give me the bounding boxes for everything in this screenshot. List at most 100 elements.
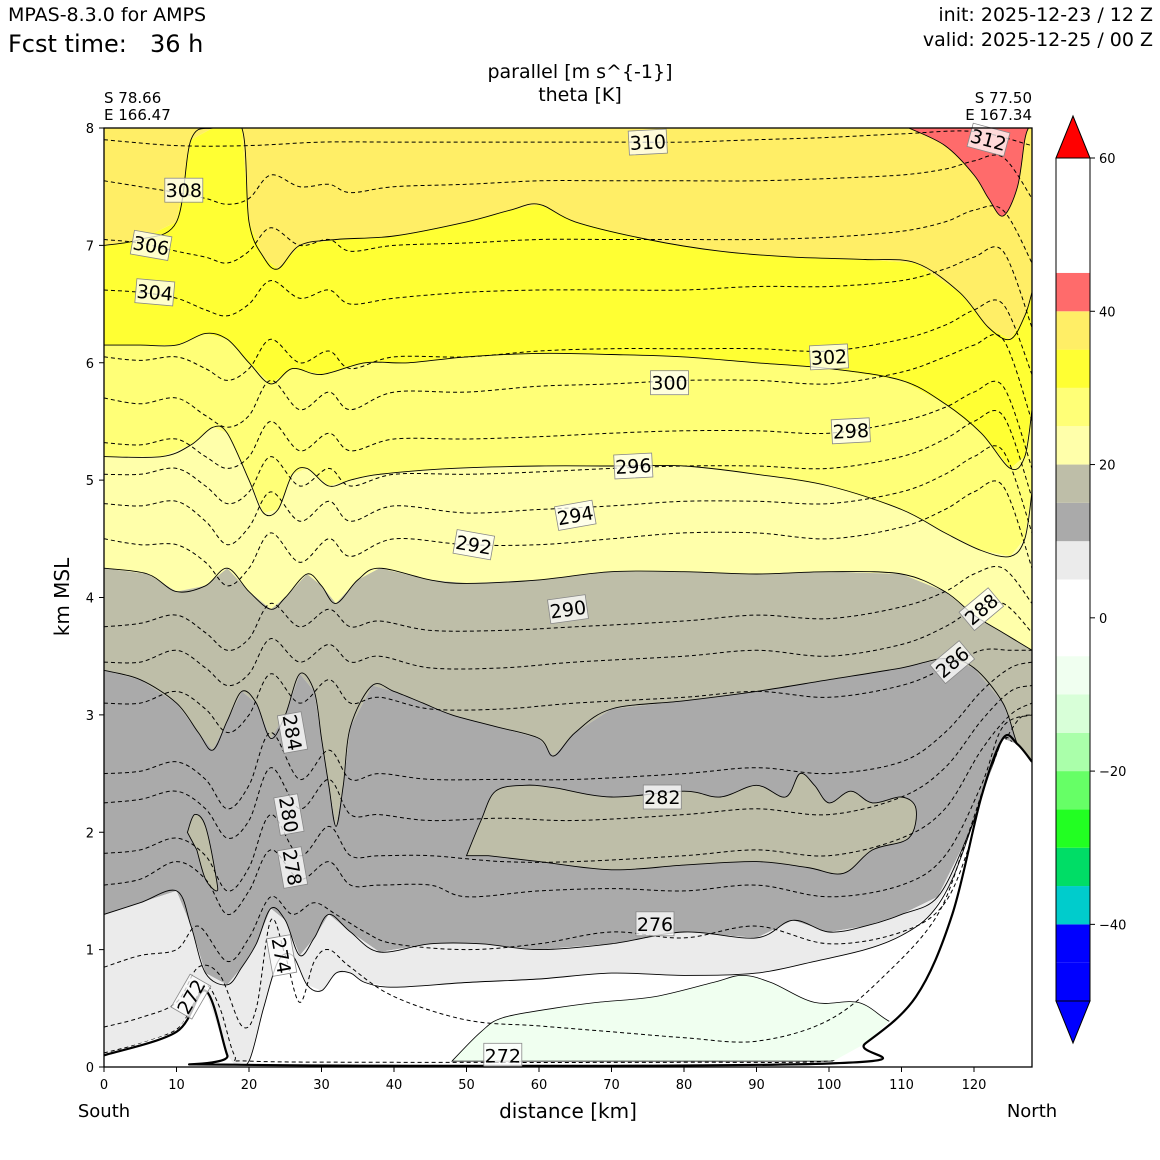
colorbar-segment xyxy=(1056,617,1090,657)
contour-label-box xyxy=(276,846,309,889)
wind-band-1 xyxy=(104,128,1032,469)
x-tick-label: 70 xyxy=(603,1078,620,1093)
contour-label-text: 302 xyxy=(810,346,847,370)
contour-label-box xyxy=(808,343,850,371)
x-tick-label: 60 xyxy=(531,1078,548,1093)
contour-label-13: 296 xyxy=(613,452,654,480)
x-tick-label: 80 xyxy=(676,1078,693,1093)
y-axis-label: km MSL xyxy=(50,557,74,636)
north-label: North xyxy=(1007,1101,1057,1122)
colorbar-extend-bottom xyxy=(1055,1000,1091,1045)
contour-label-box xyxy=(958,587,1005,632)
terrain-line xyxy=(104,733,1032,1067)
contour-label-box xyxy=(164,177,204,203)
theta-contour-294 xyxy=(104,445,1032,546)
contour-label-text: 296 xyxy=(615,455,652,479)
colorbar-segment xyxy=(1056,847,1090,887)
contour-label-text: 298 xyxy=(832,420,869,444)
colorbar-segment xyxy=(1056,387,1090,427)
colorbar-segment xyxy=(1056,886,1090,925)
chart-title-line1: parallel [m s^{-1}] xyxy=(487,61,672,83)
chart-title-line2: theta [K] xyxy=(538,84,622,106)
contour-label-7: 284 xyxy=(276,711,309,754)
x-tick-label: 40 xyxy=(386,1078,403,1093)
colorbar-segment xyxy=(1056,809,1090,848)
colorbar-segment xyxy=(1056,541,1090,580)
colorbar-segment xyxy=(1056,962,1090,1001)
wind-boundary-3 xyxy=(104,567,1032,651)
contour-label-text: 310 xyxy=(629,131,666,155)
colorbar-extend-top xyxy=(1055,114,1091,159)
forecast-time-value: 36 h xyxy=(150,30,204,58)
contour-label-box xyxy=(276,711,309,754)
contour-label-box xyxy=(266,934,298,977)
contour-label-box xyxy=(129,229,173,261)
contour-label-box xyxy=(650,370,689,396)
terrain-fill xyxy=(104,738,1032,1067)
colorbar: −40 −20 0 20 40 60 xyxy=(1055,114,1126,1045)
colorbar-segment xyxy=(1056,502,1090,542)
contour-label-17: 304 xyxy=(134,278,176,307)
terrain-layer xyxy=(104,733,1032,1067)
contour-label-19: 308 xyxy=(164,177,204,203)
x-tick-label: 50 xyxy=(458,1078,475,1093)
colorbar-segment xyxy=(1056,464,1090,503)
contour-label-box xyxy=(830,417,871,445)
y-tick-label: 1 xyxy=(86,944,94,959)
contour-label-text: 272 xyxy=(485,1045,521,1067)
contour-label-11: 292 xyxy=(452,529,496,561)
colorbar-frame xyxy=(1055,157,1091,1002)
x-tick-label: 0 xyxy=(100,1078,108,1093)
valid-time: valid: 2025-12-25 / 00 Z xyxy=(922,29,1153,51)
contour-label-12: 294 xyxy=(554,499,597,531)
contour-label-text: 290 xyxy=(549,597,588,624)
colorbar-segment xyxy=(1056,272,1090,312)
y-tick-label: 7 xyxy=(86,239,94,254)
end-lon: E 167.34 xyxy=(965,106,1032,124)
theta-contour-282 xyxy=(104,685,1032,839)
contour-label-21: 312 xyxy=(966,122,1011,157)
contour-label-4: 278 xyxy=(276,846,309,889)
theta-contour-302 xyxy=(104,299,1032,381)
theta-contour-310 xyxy=(104,130,1032,147)
contour-label-6: 282 xyxy=(642,784,682,810)
colorbar-segment xyxy=(1056,924,1090,963)
contour-label-box xyxy=(554,499,597,531)
colorbar-tick-label: 0 xyxy=(1099,612,1107,627)
axes: 0 10 20 30 40 50 60 70 80 90 100 110 120 0 1 2 3 4 5 6 7 8 xyxy=(86,122,987,1093)
y-tick-label: 6 xyxy=(86,357,94,372)
theta-contour-288 xyxy=(104,601,1032,687)
wind-band-pocket xyxy=(465,772,917,875)
y-tick-label: 8 xyxy=(86,122,94,137)
contour-label-text: 304 xyxy=(136,281,174,306)
contour-label-box xyxy=(547,594,589,625)
contour-label-box xyxy=(929,640,976,685)
contour-label-text: 308 xyxy=(166,180,202,202)
theta-contour-300 xyxy=(104,333,1032,428)
contour-label-box xyxy=(170,973,212,1020)
x-tick-label: 30 xyxy=(313,1078,330,1093)
theta-contour-304 xyxy=(104,246,1032,328)
x-axis-label: distance [km] xyxy=(499,1099,637,1123)
wind-band-2 xyxy=(104,333,1032,557)
wind-fill-layer xyxy=(104,128,1032,1067)
theta-contour-284 xyxy=(104,661,1032,810)
x-tick-label: 20 xyxy=(241,1078,258,1093)
contour-label-box xyxy=(627,128,668,156)
contour-label-box xyxy=(134,278,176,307)
theta-contour-296 xyxy=(104,410,1032,505)
end-lat: S 77.50 xyxy=(975,89,1032,107)
contour-label-box xyxy=(483,1042,523,1068)
wind-band-4 xyxy=(104,568,1032,827)
south-label: South xyxy=(78,1101,130,1122)
y-tick-label: 4 xyxy=(86,592,94,607)
y-tick-label: 2 xyxy=(86,826,94,841)
theta-contour-290 xyxy=(104,565,1032,651)
theta-contour-308 xyxy=(104,154,1032,205)
contour-label-box xyxy=(273,793,305,836)
x-tick-label: 90 xyxy=(748,1078,765,1093)
wind-boundary-5 xyxy=(104,743,1032,986)
x-tick-label: 120 xyxy=(962,1078,987,1093)
start-lat: S 78.66 xyxy=(104,89,161,107)
